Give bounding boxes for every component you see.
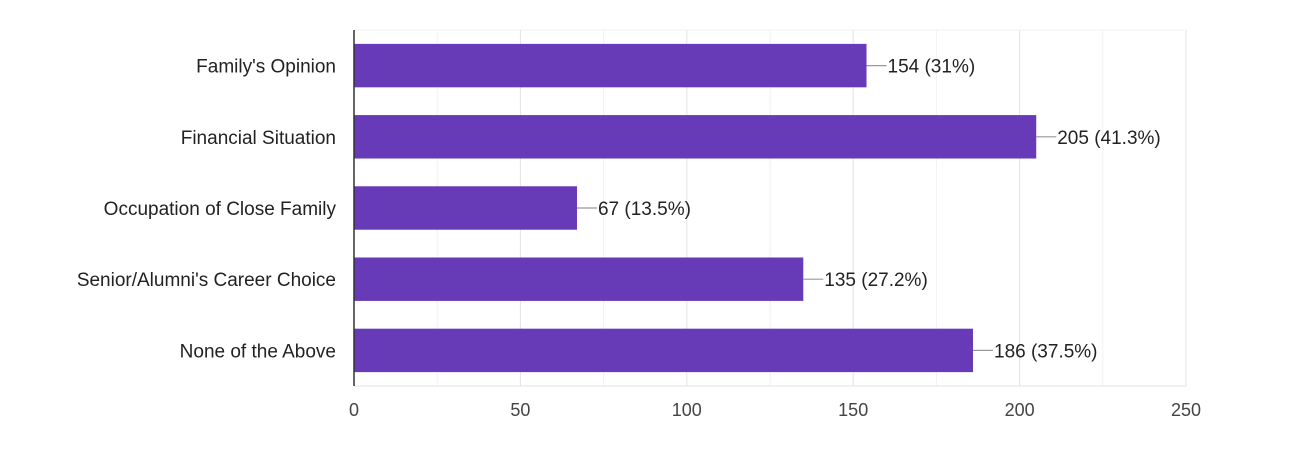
data-label: 154 (31%) — [888, 57, 976, 78]
bar — [354, 186, 577, 230]
bar — [354, 115, 1037, 159]
category-label: Senior/Alumni's Career Choice — [77, 270, 336, 291]
category-label: Family's Opinion — [196, 57, 336, 78]
x-tick-label: 200 — [1005, 400, 1035, 420]
data-label: 67 (13.5%) — [598, 199, 691, 220]
category-label: Occupation of Close Family — [104, 199, 337, 220]
x-tick-label: 250 — [1171, 400, 1201, 420]
labels: 0 50 100 150 200 250 Family's Opinion 154 (31%)… — [77, 57, 1201, 420]
x-tick-label: 0 — [349, 400, 359, 420]
x-tick-label: 150 — [838, 400, 868, 420]
data-label: 205 (41.3%) — [1057, 128, 1161, 149]
x-tick-label: 100 — [672, 400, 702, 420]
bar — [354, 328, 974, 373]
bars — [354, 43, 1037, 373]
x-tick-label: 50 — [510, 400, 530, 420]
category-label: None of the Above — [180, 341, 336, 362]
data-label: 186 (37.5%) — [994, 341, 1098, 362]
bar — [354, 43, 867, 88]
category-label: Financial Situation — [181, 128, 336, 149]
data-label: 135 (27.2%) — [824, 270, 928, 291]
bar — [354, 257, 804, 301]
